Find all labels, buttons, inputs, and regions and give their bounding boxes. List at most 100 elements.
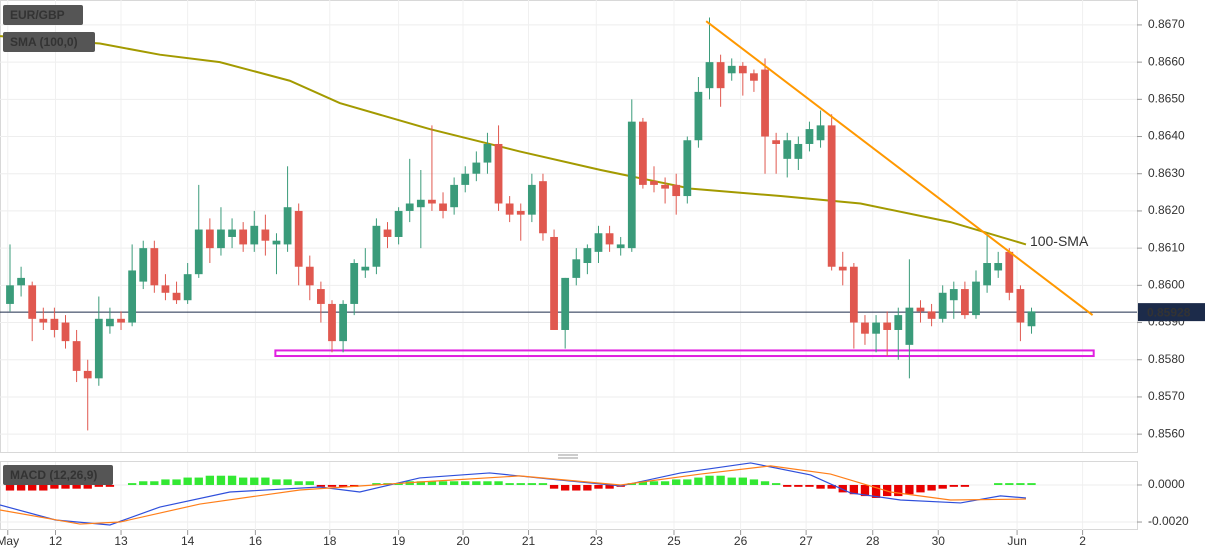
candle-body xyxy=(494,143,503,204)
candle-body xyxy=(805,129,814,144)
macd-histogram-bar xyxy=(305,481,314,485)
candle-body xyxy=(261,229,270,241)
candle-body xyxy=(150,248,159,286)
macd-histogram-bar xyxy=(561,484,570,491)
y-tick-label: 0.8580 xyxy=(1148,352,1185,366)
macd-histogram-bar xyxy=(28,484,37,491)
macd-histogram-bar xyxy=(938,484,947,489)
macd-histogram-bar xyxy=(183,477,192,485)
macd-histogram-bar xyxy=(338,484,348,487)
x-tick-label: 19 xyxy=(392,534,406,548)
macd-histogram-bar xyxy=(449,481,459,485)
x-tick-label: 20 xyxy=(456,534,470,548)
macd-histogram-bar xyxy=(549,484,559,489)
candle-body xyxy=(827,125,836,267)
macd-histogram-bar xyxy=(50,484,59,489)
x-tick-label: 14 xyxy=(181,534,195,548)
candle-body xyxy=(727,65,736,74)
candle-body xyxy=(439,203,447,211)
candle-body xyxy=(716,62,725,89)
candle-body xyxy=(472,162,481,174)
macd-line xyxy=(0,465,1026,525)
candle-body xyxy=(894,315,903,330)
x-tick-label: 27 xyxy=(799,534,813,548)
candle-body xyxy=(283,207,292,245)
macd-histogram-bar xyxy=(272,479,281,485)
title-box xyxy=(3,5,83,25)
candle-body xyxy=(938,292,947,319)
candle-body xyxy=(516,210,525,215)
candle-body xyxy=(627,121,636,249)
candle-body xyxy=(72,341,81,371)
candle-body xyxy=(794,143,803,159)
y-tick-label: 0.8570 xyxy=(1148,389,1185,403)
macd-histogram-bar xyxy=(1016,483,1025,485)
y-tick-label: -0.0020 xyxy=(1148,514,1189,528)
macd-histogram-bar xyxy=(927,484,936,491)
macd-title: MACD (12,26,9) xyxy=(10,468,97,482)
macd-histogram-bar xyxy=(261,477,270,485)
candle-body xyxy=(572,259,581,278)
macd-histogram-bar xyxy=(871,484,881,498)
candle-body xyxy=(205,229,214,249)
macd-histogram-bar xyxy=(849,484,859,495)
candle-body xyxy=(905,307,914,345)
candle-body xyxy=(761,69,769,137)
macd-histogram-bar xyxy=(683,479,692,485)
macd-histogram-bar xyxy=(172,479,181,485)
candle-body xyxy=(83,370,92,379)
macd-histogram-bar xyxy=(771,483,781,485)
candle-body xyxy=(139,248,148,282)
candle-body xyxy=(583,248,592,264)
y-tick-label: 0.8630 xyxy=(1148,166,1185,180)
candle-body xyxy=(616,244,625,249)
candle-body xyxy=(172,292,181,301)
candle-body xyxy=(738,65,747,74)
macd-histogram-bar xyxy=(672,479,681,485)
macd-title-box xyxy=(3,465,113,485)
macd-histogram-bar xyxy=(705,475,714,485)
candle-body xyxy=(39,318,48,323)
x-tick-label: 13 xyxy=(114,534,128,548)
macd-histogram-bar xyxy=(727,477,736,485)
sma-line xyxy=(0,35,1027,246)
candle-body xyxy=(94,318,103,379)
support-zone xyxy=(274,349,1095,358)
macd-histogram-bar xyxy=(250,477,259,485)
candle-body xyxy=(1016,289,1025,323)
candle-body xyxy=(294,210,303,267)
y-tick-label: 0.8600 xyxy=(1148,278,1185,292)
macd-histogram-bar xyxy=(316,484,326,487)
macd-histogram-bar xyxy=(205,475,215,485)
macd-histogram-bar xyxy=(805,484,814,487)
candle-body xyxy=(117,318,125,323)
candle-body xyxy=(194,229,203,275)
macd-histogram-bar xyxy=(816,484,825,489)
x-tick-label: 30 xyxy=(932,534,946,548)
macd-histogram-bar xyxy=(61,484,70,489)
candle-body xyxy=(561,277,570,330)
candle-body xyxy=(383,229,392,237)
y-tick-label: 0.8610 xyxy=(1148,240,1185,254)
candle-body xyxy=(361,266,370,271)
y-tick-label: 0.8560 xyxy=(1148,426,1185,440)
y-tick-label: 0.8640 xyxy=(1148,129,1185,143)
candle-body xyxy=(372,225,381,267)
last-price-tag xyxy=(1138,303,1205,322)
macd-histogram-bar xyxy=(605,484,614,489)
candle-body xyxy=(650,181,658,185)
x-tick-label: May xyxy=(0,534,19,548)
macd-histogram-bar xyxy=(39,484,48,491)
candle-body xyxy=(128,270,137,323)
x-tick-label: 2 xyxy=(1079,534,1086,548)
x-tick-label: 25 xyxy=(667,534,681,548)
candle-body xyxy=(183,274,192,301)
candle-body xyxy=(750,73,758,81)
macd-histogram-bar xyxy=(216,475,226,485)
macd-histogram-bar xyxy=(94,484,103,487)
candle-body xyxy=(305,266,314,286)
candle-body xyxy=(416,199,425,208)
indicator-box xyxy=(3,32,95,52)
macd-histogram-bar xyxy=(594,484,603,489)
